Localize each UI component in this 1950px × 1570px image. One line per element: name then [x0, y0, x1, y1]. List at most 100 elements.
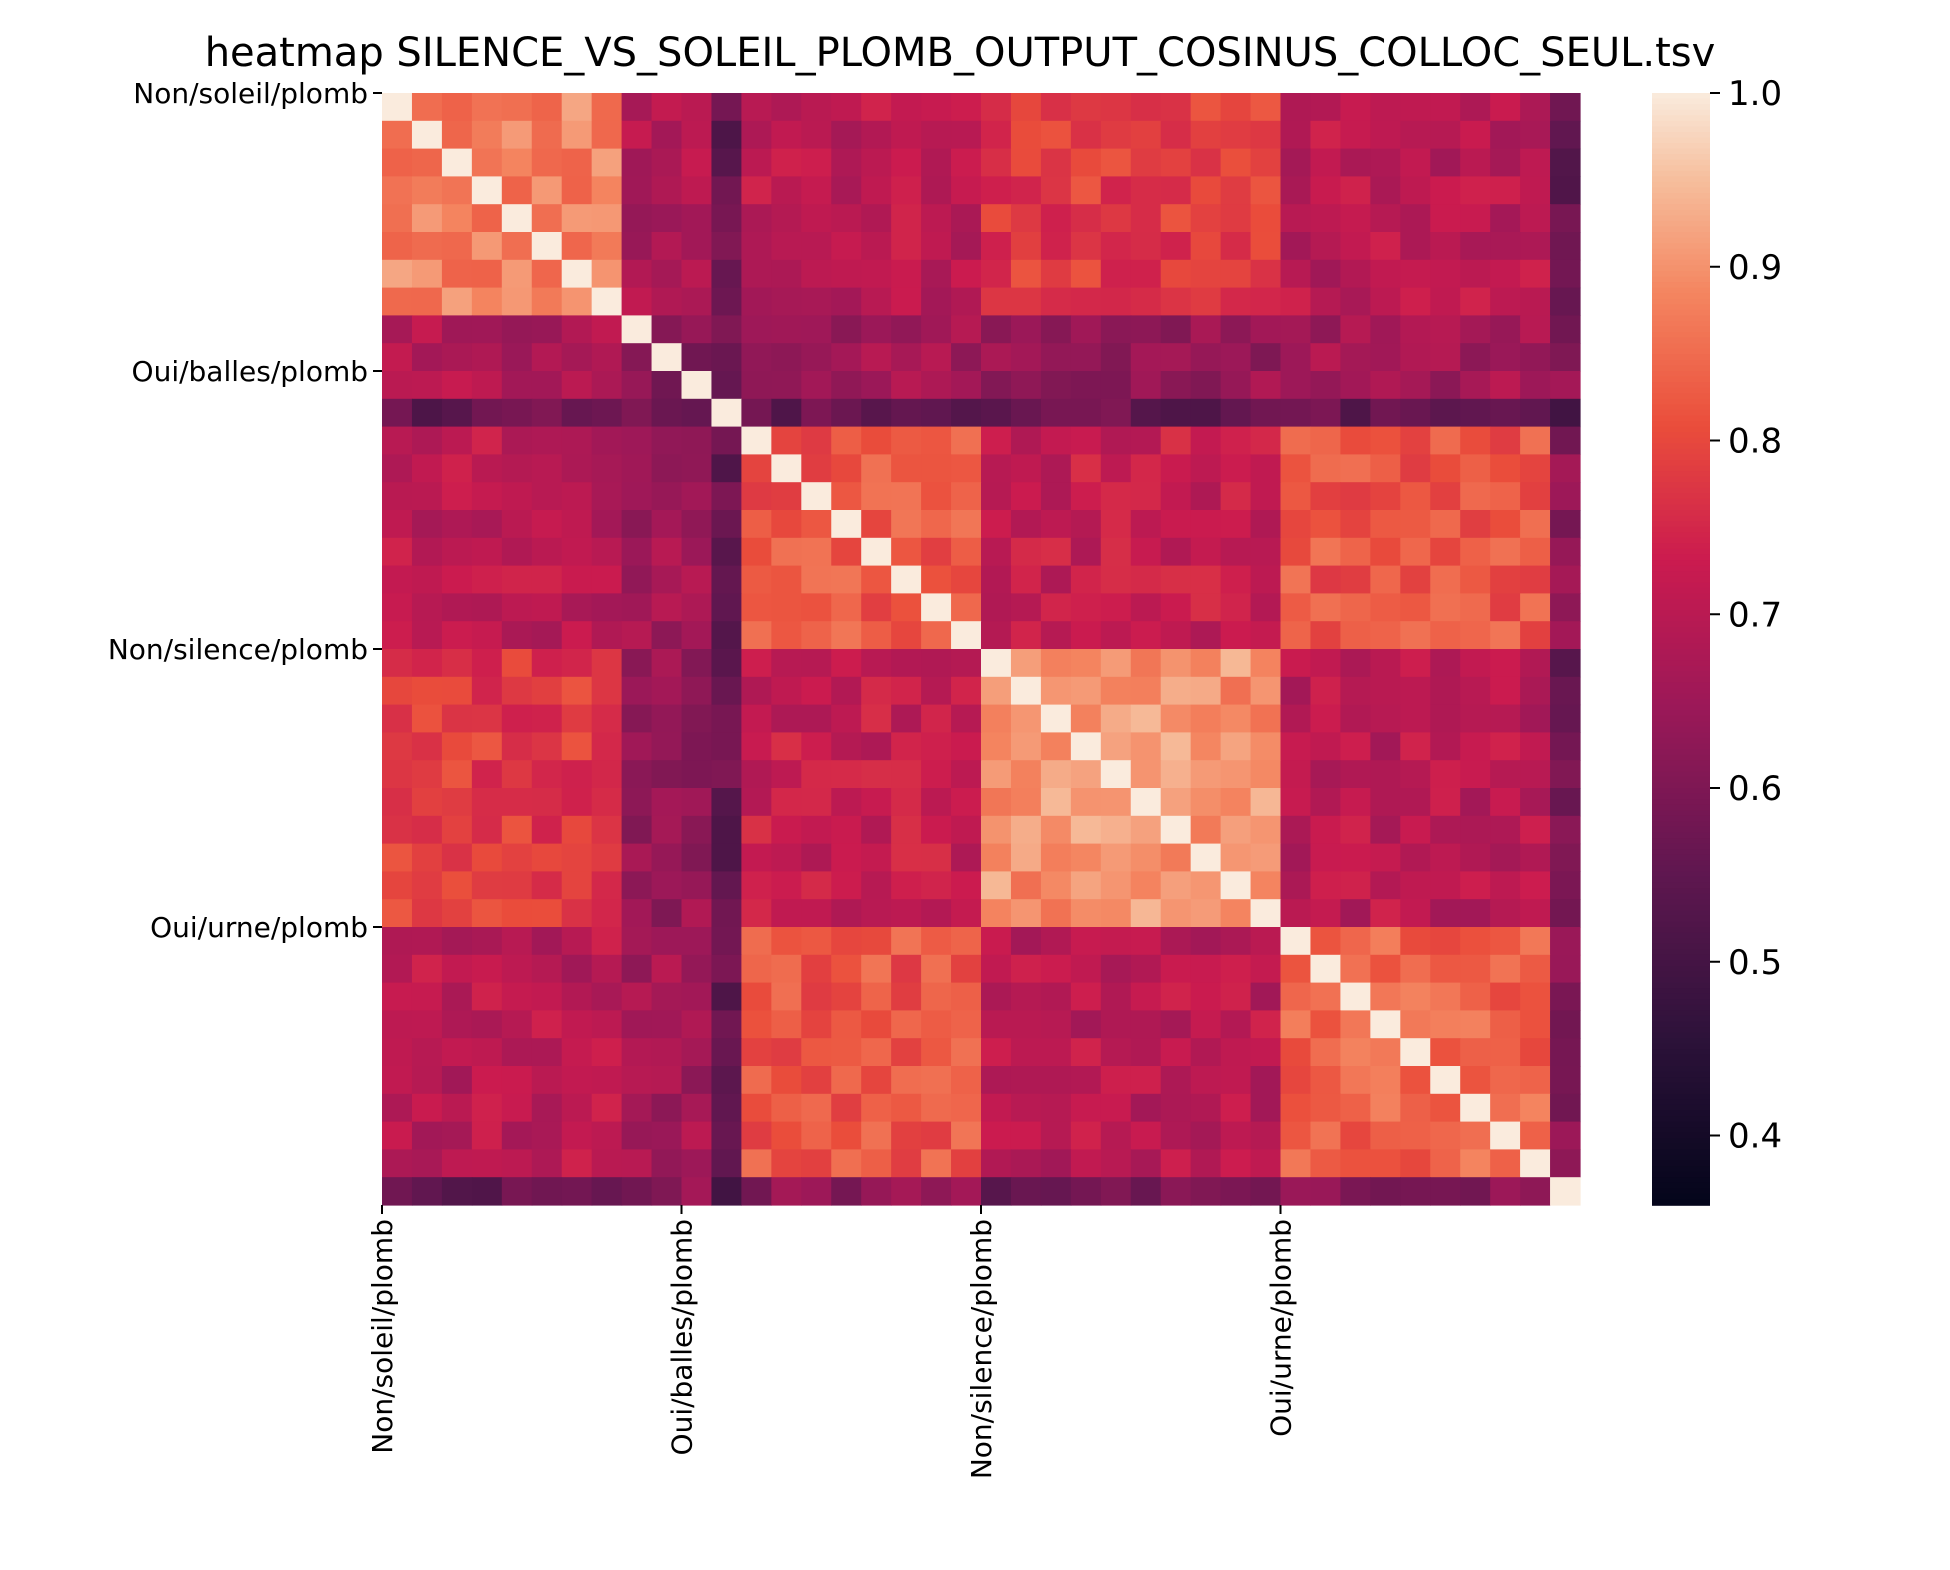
heatmap-cell — [501, 1038, 533, 1067]
heatmap-cell — [981, 1066, 1012, 1095]
colorbar-segment — [1652, 699, 1710, 706]
heatmap-cell — [1100, 954, 1132, 984]
heatmap-cell — [831, 871, 862, 900]
heatmap-cell — [1280, 1121, 1312, 1150]
heatmap-cell — [921, 815, 952, 845]
heatmap-cell — [681, 593, 713, 622]
heatmap-cell — [1040, 788, 1072, 817]
heatmap-cell — [1070, 510, 1102, 539]
heatmap-cell — [1010, 1121, 1042, 1150]
heatmap-cell — [1250, 871, 1282, 900]
heatmap-cell — [741, 815, 772, 845]
heatmap-cell — [382, 815, 413, 845]
heatmap-cell — [1400, 204, 1431, 233]
heatmap-cell — [1340, 204, 1371, 233]
heatmap-cell — [1550, 732, 1581, 761]
heatmap-cell — [1040, 343, 1072, 372]
heatmap-cell — [921, 843, 952, 872]
heatmap-cell — [411, 676, 443, 706]
heatmap-cell — [861, 621, 892, 650]
heatmap-cell — [1400, 1149, 1431, 1178]
heatmap-cell — [441, 510, 473, 539]
colorbar-segment — [1652, 165, 1710, 172]
heatmap-cell — [861, 732, 892, 761]
heatmap-cell — [1130, 565, 1162, 594]
heatmap-cell — [921, 982, 952, 1011]
heatmap-cell — [1430, 815, 1461, 845]
heatmap-cell — [1070, 120, 1102, 150]
heatmap-cell — [1430, 1038, 1461, 1067]
heatmap-cell — [831, 732, 862, 761]
heatmap-cell — [501, 1177, 533, 1206]
heatmap-cell — [1160, 621, 1192, 650]
colorbar-segment — [1652, 148, 1710, 155]
heatmap-cell — [531, 760, 563, 789]
heatmap-cell — [1130, 732, 1162, 761]
heatmap-cell — [1490, 621, 1521, 650]
heatmap-cell — [1160, 537, 1192, 567]
heatmap-cell — [1310, 454, 1341, 483]
heatmap-cell — [921, 593, 952, 622]
heatmap-cell — [1160, 1093, 1192, 1123]
heatmap-cell — [411, 760, 443, 789]
heatmap-cell — [1520, 259, 1551, 289]
heatmap-cell — [951, 788, 982, 817]
heatmap-cell — [831, 927, 862, 956]
heatmap-cell — [771, 371, 802, 400]
colorbar-segment — [1652, 1054, 1710, 1062]
heatmap-cell — [1490, 204, 1521, 233]
heatmap-cell — [1550, 426, 1581, 455]
heatmap-cell — [1340, 843, 1371, 872]
heatmap-cell — [861, 760, 892, 789]
heatmap-cell — [531, 1066, 563, 1095]
colorbar-segment — [1652, 270, 1710, 278]
heatmap-cell — [1190, 287, 1222, 316]
heatmap-cell — [831, 120, 862, 150]
heatmap-cell — [441, 482, 473, 511]
colorbar-segment — [1652, 315, 1710, 322]
heatmap-cell — [501, 537, 533, 567]
heatmap-cell — [711, 1177, 742, 1206]
heatmap-cell — [1100, 204, 1132, 233]
heatmap-cell — [621, 732, 653, 761]
heatmap-cell — [1100, 1149, 1132, 1178]
heatmap-cell — [1100, 760, 1132, 789]
heatmap-cell — [1340, 676, 1371, 706]
heatmap-cell — [621, 176, 653, 205]
heatmap-cell — [591, 704, 623, 733]
heatmap-cell — [531, 315, 563, 344]
colorbar-segment — [1652, 921, 1710, 928]
heatmap-cell — [1130, 1121, 1162, 1150]
colorbar-segment — [1652, 382, 1710, 389]
heatmap-cell — [441, 788, 473, 817]
heatmap-cell — [1460, 93, 1491, 122]
heatmap-cell — [1370, 343, 1401, 372]
heatmap-cell — [1280, 704, 1312, 733]
heatmap-cell — [441, 232, 473, 261]
heatmap-cell — [1040, 315, 1072, 344]
heatmap-cell — [1100, 649, 1132, 678]
heatmap-cell — [1460, 287, 1491, 316]
heatmap-cell — [1130, 454, 1162, 483]
heatmap-cell — [1100, 148, 1132, 177]
heatmap-cell — [891, 843, 922, 872]
heatmap-cell — [1520, 454, 1551, 483]
heatmap-cell — [1190, 371, 1222, 400]
heatmap-cell — [1100, 510, 1132, 539]
heatmap-cell — [981, 843, 1012, 872]
heatmap-cell — [1130, 982, 1162, 1011]
heatmap-cell — [1520, 232, 1551, 261]
heatmap-cell — [382, 704, 413, 733]
colorbar-segment — [1652, 526, 1710, 534]
heatmap-cell — [711, 871, 742, 900]
heatmap-cell — [741, 788, 772, 817]
heatmap-cell — [1040, 927, 1072, 956]
heatmap-cell — [591, 815, 623, 845]
heatmap-cell — [1460, 676, 1491, 706]
heatmap-cell — [471, 204, 503, 233]
heatmap-cell — [501, 454, 533, 483]
heatmap-cell — [501, 704, 533, 733]
colorbar-segment — [1652, 915, 1710, 923]
heatmap-cell — [801, 1177, 832, 1206]
heatmap-cell — [771, 176, 802, 205]
